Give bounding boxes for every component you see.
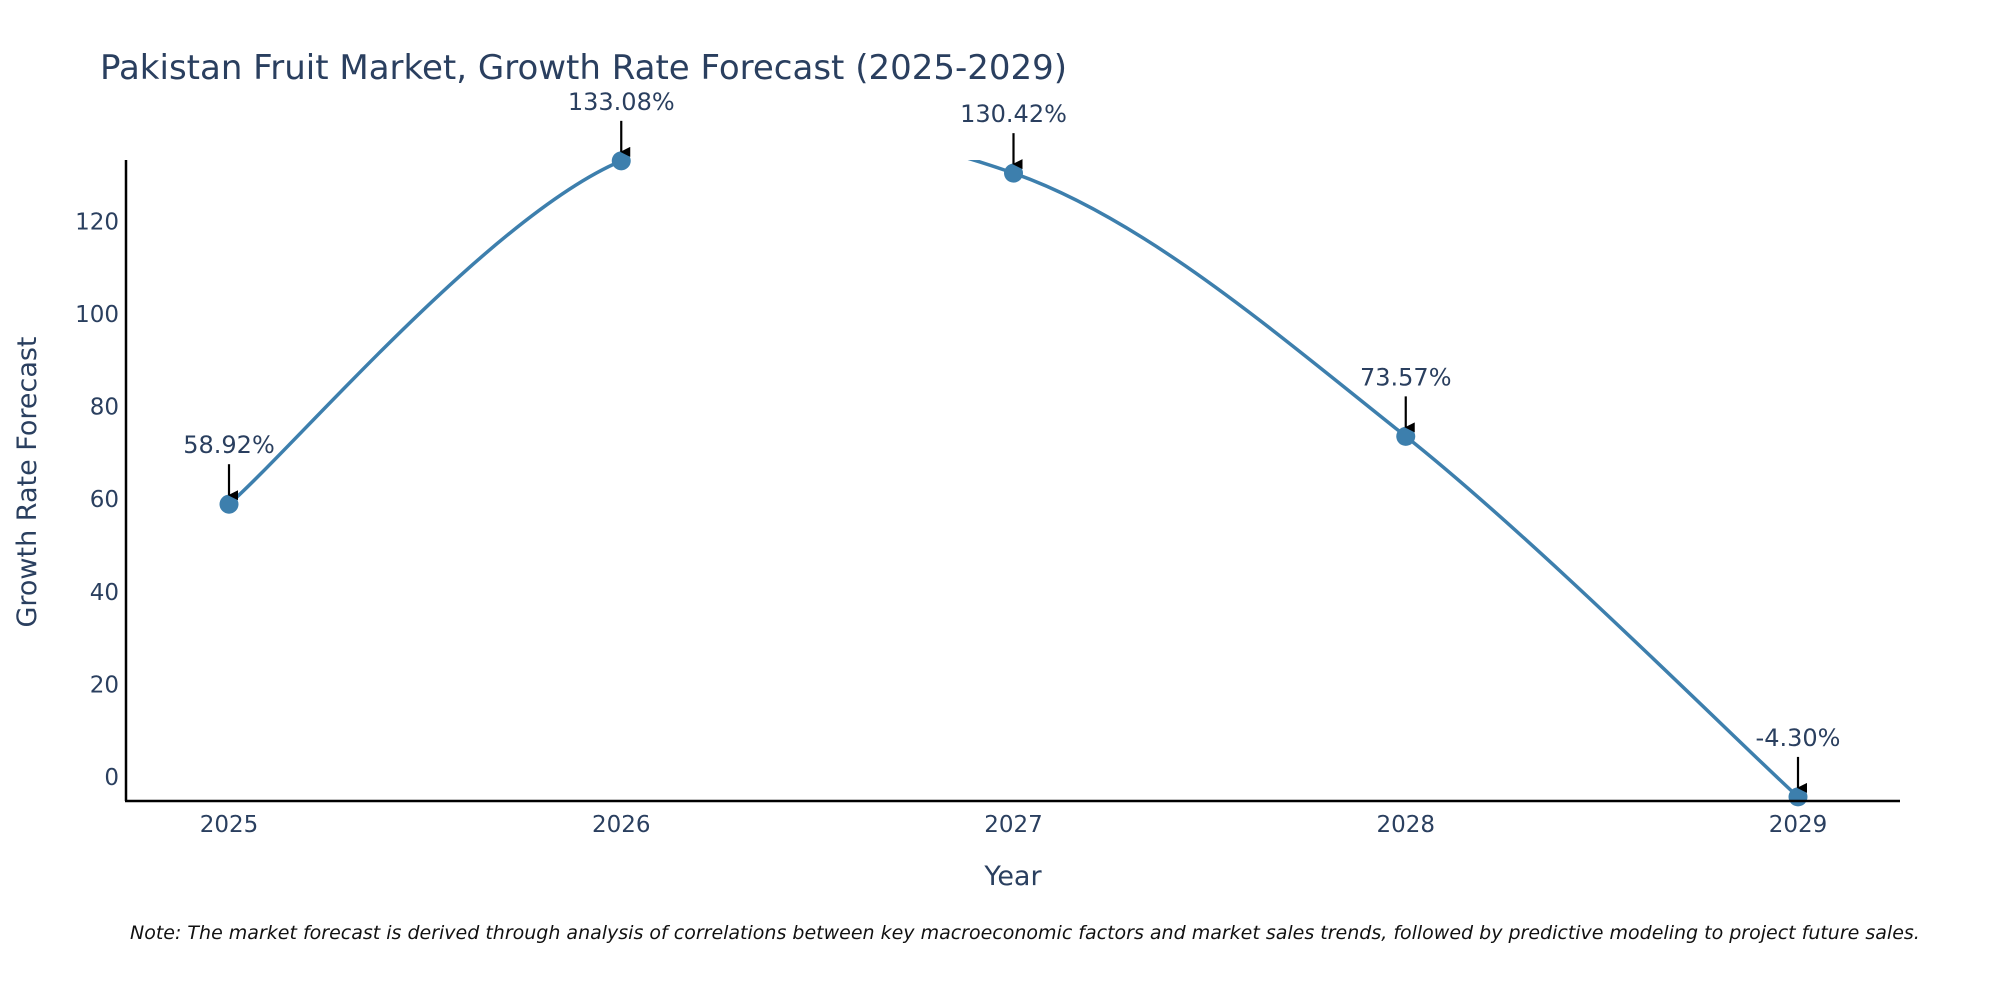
x-ticks: 2025 2026 2027 2028 2029 — [200, 812, 1828, 838]
chart-title: Pakistan Fruit Market, Growth Rate Forec… — [100, 48, 1067, 88]
x-axis-title: Year — [983, 861, 1042, 892]
y-tick-label-80: 80 — [90, 395, 119, 421]
y-tick-label-120: 120 — [75, 209, 119, 235]
x-tick-label-2027: 2027 — [984, 812, 1043, 838]
data-label-2027: 130.42% — [960, 100, 1067, 128]
x-tick-label-2028: 2028 — [1376, 812, 1435, 838]
y-tick-label-40: 40 — [90, 580, 119, 606]
x-tick-label-2026: 2026 — [592, 812, 651, 838]
x-tick-label-2029: 2029 — [1769, 812, 1828, 838]
chart-note: Note: The market forecast is derived thr… — [130, 922, 1920, 944]
y-tick-label-100: 100 — [75, 302, 119, 328]
data-label-2025: 58.92% — [183, 431, 275, 459]
y-tick-label-0: 0 — [104, 765, 119, 791]
y-tick-label-60: 60 — [90, 487, 119, 513]
data-point-2026 — [611, 151, 631, 171]
data-point-2029 — [1788, 787, 1808, 807]
data-label-2029: -4.30% — [1756, 724, 1841, 752]
y-tick-label-20: 20 — [90, 672, 119, 698]
series-group — [227, 160, 1800, 799]
data-label-2028: 73.57% — [1360, 363, 1452, 391]
x-tick-label-2025: 2025 — [200, 812, 259, 838]
data-label-2026: 133.08% — [568, 88, 675, 116]
series-line — [227, 160, 1800, 799]
data-point-2028 — [1396, 426, 1416, 446]
y-axis-title: Growth Rate Forecast — [12, 336, 43, 627]
point-group — [219, 151, 1808, 807]
y-ticks: 0 20 40 60 80 100 120 — [75, 209, 119, 791]
plot-area: 58.92% 133.08% 130.42% 73.57% -4.30% — [183, 88, 1840, 807]
data-point-2027 — [1004, 163, 1023, 183]
data-point-2025 — [219, 494, 239, 514]
annotation-group: 58.92% 133.08% 130.42% 73.57% -4.30% — [183, 88, 1841, 793]
